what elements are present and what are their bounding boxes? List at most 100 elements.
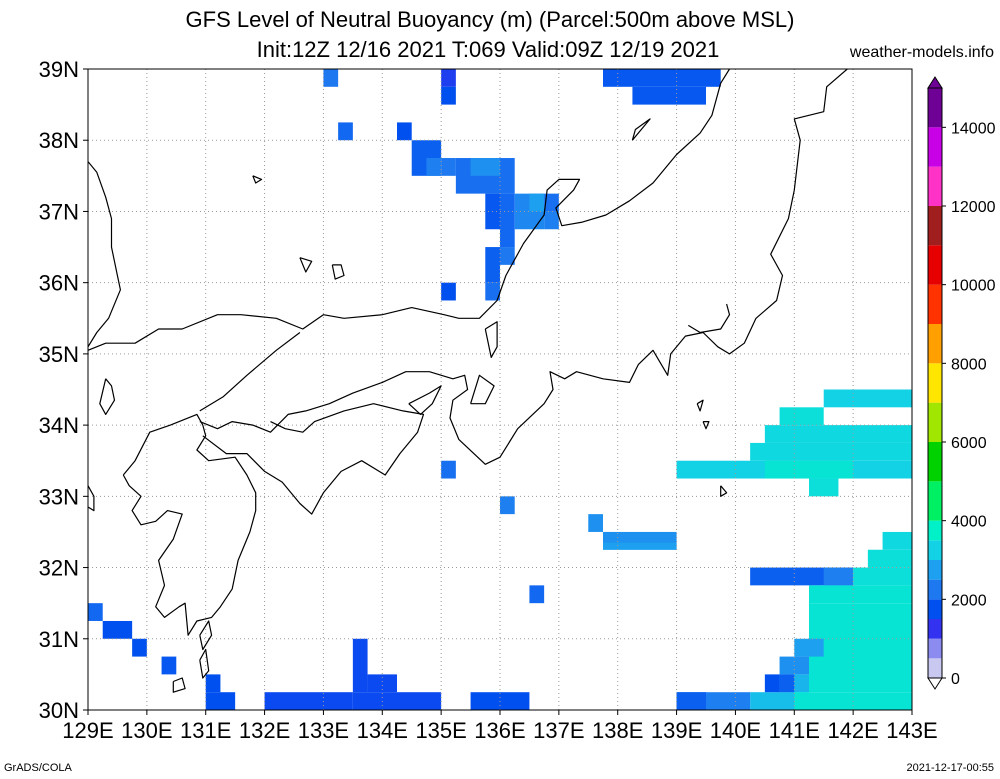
colorbar-swatch [928,442,942,482]
footer-timestamp: 2021-12-17-00:55 [906,762,994,774]
heatmap-cell [794,638,824,657]
heatmap-cell [779,407,824,426]
y-tick-label: 30N [39,698,79,723]
heatmap-cell [102,620,133,639]
heatmap-cell [500,496,515,515]
colorbar-tick-label: 12000 [951,199,996,216]
heatmap-cell [367,674,397,693]
x-tick-label: 138E [592,718,643,743]
colorbar-min-arrow [927,677,943,690]
heatmap-cell [500,193,515,248]
y-tick-label: 31N [39,627,79,652]
colorbar-swatch [928,638,942,659]
coastline [88,485,95,512]
heatmap-cell [441,282,456,301]
heatmap-cell [485,247,500,283]
coastline [99,378,116,415]
x-tick-label: 134E [357,718,408,743]
x-tick-label: 129E [62,718,113,743]
colorbar-swatch [928,284,942,324]
y-tick-label: 39N [39,57,79,82]
colorbar-max-arrow [927,76,943,89]
y-tick-label: 35N [39,342,79,367]
x-tick-label: 130E [121,718,172,743]
heatmap-cell [205,692,236,710]
x-tick-label: 135E [415,718,466,743]
footer-credit: GrADS/COLA [4,762,72,774]
y-tick-label: 32N [39,556,79,581]
coastline [702,421,710,430]
heatmap-cell [603,542,677,550]
x-tick-label: 139E [651,718,702,743]
colorbar-swatch [928,560,942,580]
colorbar-swatch [928,245,942,285]
chart-title: GFS Level of Neutral Buoyancy (m) (Parce… [185,7,795,32]
heatmap-cell [823,389,912,408]
colorbar-swatch [928,520,942,541]
heatmap-cell [441,460,456,479]
coastline [696,399,704,412]
heatmap-cell [764,674,780,693]
coastline [122,413,257,636]
y-tick-label: 37N [39,199,79,224]
x-tick-label: 141E [769,718,820,743]
y-tick-label: 33N [39,484,79,509]
coastline [172,677,186,693]
y-axis-ticks: 30N 31N 32N 33N 34N 35N 36N 37N 38N 39N [39,57,88,723]
x-tick-label: 131E [180,718,231,743]
coastline [331,264,345,280]
colorbar-tick-label: 8000 [951,356,987,373]
heatmap-cell [205,674,221,693]
coastline [484,321,498,358]
heatmap-cell [338,122,353,141]
heatmap-cell [632,86,706,105]
colorbar-swatch [928,324,942,364]
heatmap-cell [764,460,854,479]
colorbar-tick-label: 14000 [951,120,996,137]
colorbar-swatch [928,363,942,403]
heatmap-cell [882,531,912,550]
x-tick-label: 140E [710,718,761,743]
colorbar-swatch [928,658,942,678]
coastline [299,257,313,273]
coastline [202,403,425,515]
heatmap-cell [779,674,795,693]
coastline [687,303,731,334]
heatmap-cell [764,425,912,443]
colorbar: 0 2000 4000 6000 8000 10000 12000 14000 [927,76,996,690]
heatmap-cell [588,514,603,532]
coastline [470,374,495,405]
heatmap-cell [397,122,412,141]
colorbar-tick-label: 0 [951,671,960,688]
colorbar-swatch [928,127,942,167]
heatmap-cell [88,603,103,621]
colorbar-swatch [928,206,942,246]
colorbar-swatch [928,402,942,442]
x-tick-label: 132E [239,718,290,743]
coastline [199,332,301,412]
heatmap-cell [470,158,500,176]
y-tick-label: 38N [39,128,79,153]
x-tick-label: 133E [298,718,349,743]
heatmap-cell [603,69,721,87]
heatmap-cell [500,247,515,265]
heatmap-cell [809,585,912,604]
colorbar-swatch [928,166,942,206]
heatmap-cell [264,692,353,710]
colorbar-tick-label: 2000 [951,592,987,609]
heatmap-cell [750,442,912,461]
heatmap-cell [676,692,706,710]
colorbar-swatch [928,599,942,619]
heatmap-cell [323,69,339,87]
heatmap-cell [485,282,500,301]
coastline [88,69,731,351]
heatmap-cell [867,549,912,568]
y-tick-label: 34N [39,413,79,438]
coastline [720,485,728,497]
x-tick-label: 137E [533,718,584,743]
heatmap-cell [809,478,839,497]
chart-subtitle: Init:12Z 12/16 2021 T:069 Valid:09Z 12/1… [256,37,720,62]
coastline [88,161,122,348]
x-tick-label: 136E [474,718,525,743]
